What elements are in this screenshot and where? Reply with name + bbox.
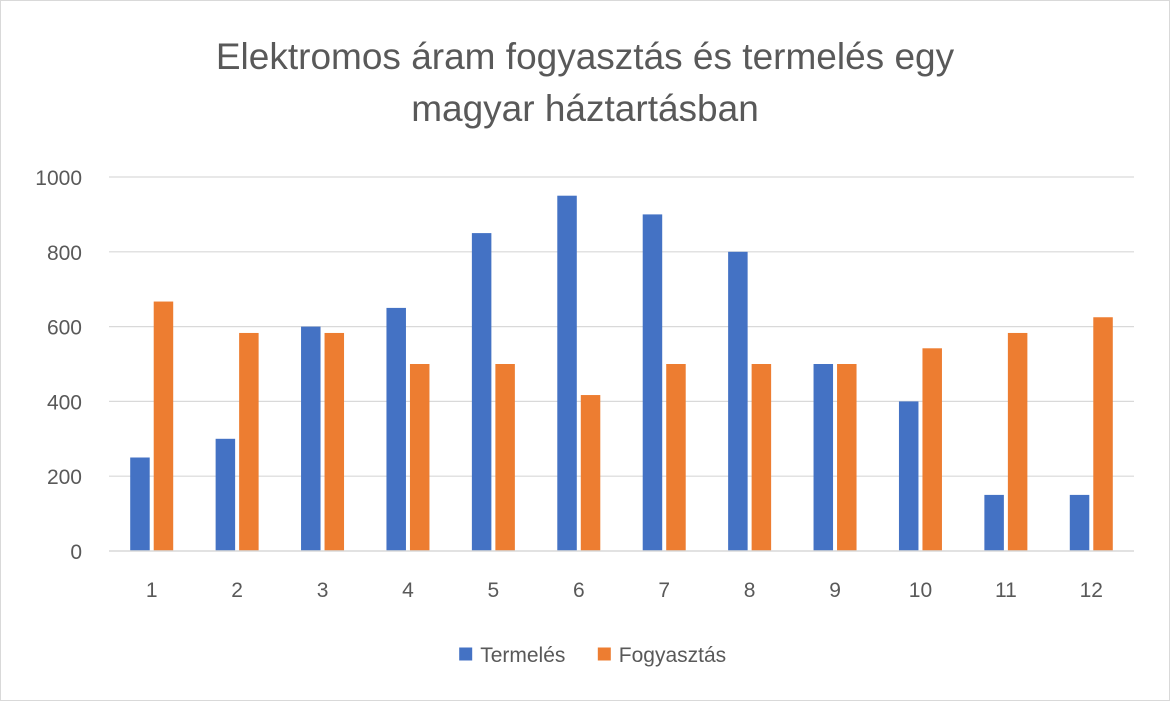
y-tick-label-200: 200	[47, 466, 82, 489]
bar-Termelés-8	[728, 251, 748, 552]
chart-title-line-2: magyar háztartásban	[411, 88, 759, 129]
bar-Termelés-4	[386, 307, 406, 551]
x-tick-label-2: 2	[231, 579, 243, 602]
bar-Fogyasztás-11	[1007, 332, 1028, 551]
bar-Termelés-6	[557, 195, 577, 551]
bar-Fogyasztás-8	[751, 364, 772, 551]
bar-Fogyasztás-9	[837, 364, 857, 551]
bar-Termelés-9	[813, 364, 834, 551]
legend-label-Termelés: Termelés	[480, 644, 565, 667]
x-tick-label-3: 3	[317, 579, 329, 602]
x-tick-label-6: 6	[573, 579, 585, 602]
bar-Fogyasztás-10	[922, 348, 942, 551]
legend-swatch-Termelés	[459, 647, 473, 661]
x-tick-label-10: 10	[909, 579, 932, 602]
bar-Termelés-7	[642, 214, 663, 551]
bar-Termelés-5	[471, 233, 492, 551]
chart-title-line-1: Elektromos áram fogyasztás és termelés e…	[215, 36, 955, 77]
y-tick-label-800: 800	[47, 242, 82, 265]
bar-Fogyasztás-3	[324, 332, 345, 551]
bar-Fogyasztás-6	[580, 395, 601, 551]
bar-Fogyasztás-2	[239, 332, 259, 551]
x-tick-label-12: 12	[1080, 579, 1103, 602]
legend-label-Fogyasztás: Fogyasztás	[619, 644, 726, 667]
bar-Termelés-2	[215, 438, 236, 551]
x-tick-label-5: 5	[488, 579, 500, 602]
bar-Fogyasztás-5	[495, 364, 515, 551]
legend-swatch-Fogyasztás	[597, 647, 611, 661]
x-tick-label-8: 8	[744, 579, 756, 602]
bar-Fogyasztás-4	[409, 364, 430, 551]
bar-Termelés-3	[301, 326, 321, 551]
chart-title: Elektromos áram fogyasztás és termelés e…	[1, 31, 1169, 135]
bar-Termelés-10	[898, 401, 919, 551]
y-tick-label-0: 0	[70, 541, 82, 564]
x-tick-label-9: 9	[829, 579, 841, 602]
x-tick-label-7: 7	[658, 579, 670, 602]
bar-Termelés-1	[130, 457, 150, 551]
legend: Termelés Fogyasztás	[459, 644, 726, 667]
x-tick-label-4: 4	[402, 579, 414, 602]
bar-Termelés-11	[984, 494, 1004, 551]
bar-Termelés-12	[1069, 494, 1090, 551]
bar-Fogyasztás-12	[1093, 317, 1113, 551]
gridlines	[109, 176, 1134, 477]
y-tick-label-400: 400	[47, 391, 82, 414]
y-tick-label-1000: 1000	[35, 167, 82, 190]
bar-Fogyasztás-7	[666, 364, 686, 551]
y-tick-label-600: 600	[47, 317, 82, 340]
x-tick-label-11: 11	[995, 579, 1017, 602]
bar-Fogyasztás-1	[153, 301, 174, 551]
bars	[130, 195, 1113, 552]
x-tick-label-1: 1	[146, 579, 158, 602]
